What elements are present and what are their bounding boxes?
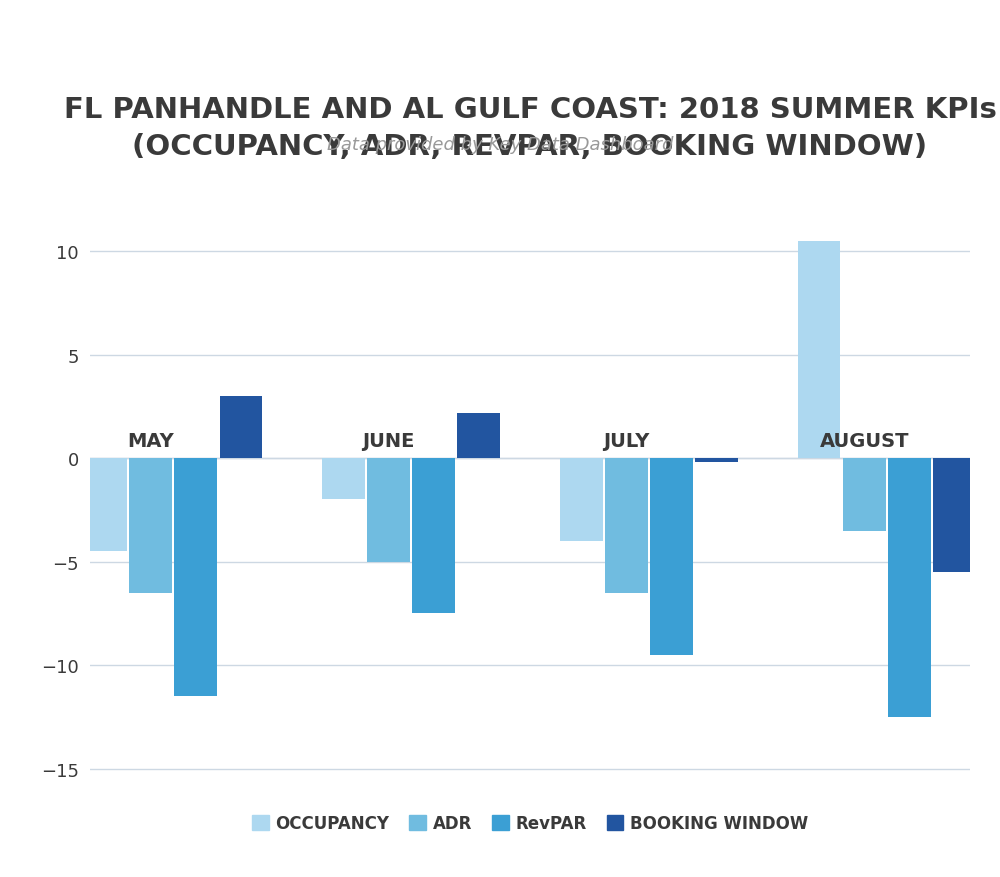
Title: FL PANHANDLE AND AL GULF COAST: 2018 SUMMER KPIs
(OCCUPANCY, ADR, REVPAR, BOOKIN: FL PANHANDLE AND AL GULF COAST: 2018 SUM… [64, 96, 996, 161]
Bar [322, 459, 365, 500]
Bar [843, 459, 886, 531]
Bar [129, 459, 172, 593]
Bar [84, 459, 127, 552]
Bar [367, 459, 410, 562]
Bar [933, 459, 976, 572]
Bar [560, 459, 603, 541]
Text: MAY: MAY [127, 431, 174, 450]
Bar [412, 459, 455, 614]
Bar [605, 459, 648, 593]
Text: Data provided by Key Data Dashboard: Data provided by Key Data Dashboard [327, 136, 673, 154]
Bar [695, 459, 738, 463]
Text: AUGUST: AUGUST [819, 431, 909, 450]
Legend: OCCUPANCY, ADR, RevPAR, BOOKING WINDOW: OCCUPANCY, ADR, RevPAR, BOOKING WINDOW [245, 808, 815, 839]
Bar [174, 459, 217, 696]
Text: JULY: JULY [603, 431, 650, 450]
Bar [650, 459, 693, 655]
Bar [220, 396, 262, 459]
Text: JUNE: JUNE [362, 431, 415, 450]
Bar [798, 241, 840, 459]
Bar [888, 459, 931, 717]
Bar [457, 413, 500, 459]
